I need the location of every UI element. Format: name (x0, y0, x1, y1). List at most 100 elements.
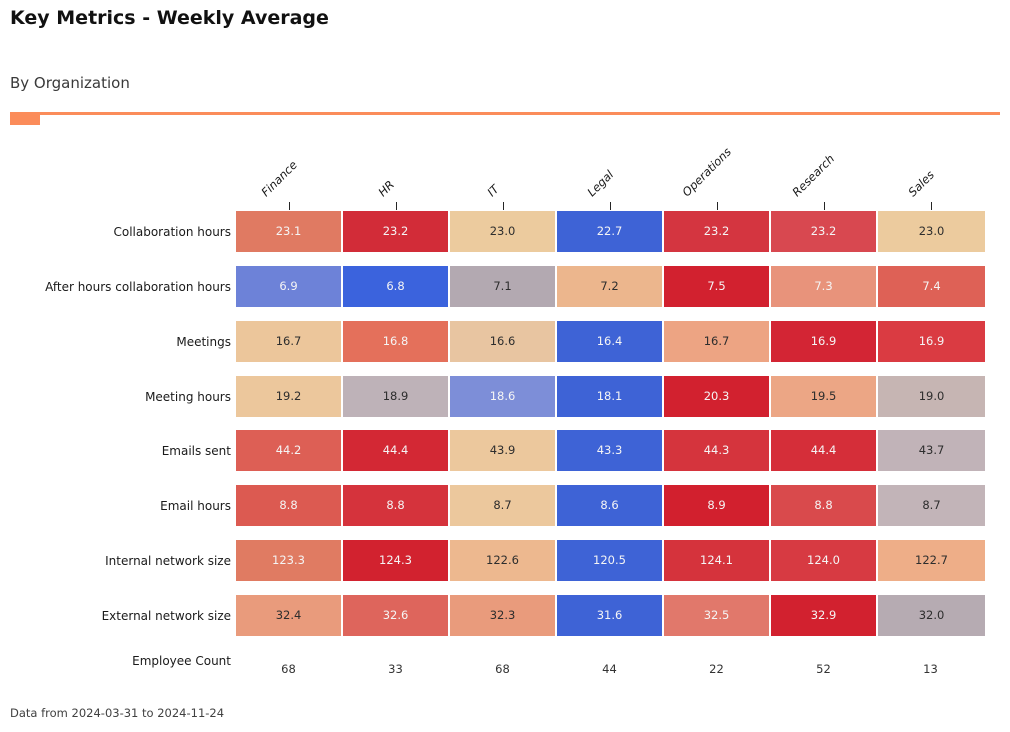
heatmap-cell: 43.9 (450, 430, 555, 471)
column-tick (930, 202, 933, 210)
column-tick (502, 202, 505, 210)
cell-value: 43.7 (918, 443, 945, 457)
heatmap-cell: 18.6 (450, 376, 555, 417)
heatmap-cell: 7.4 (878, 266, 985, 307)
heatmap-cell: 8.7 (450, 485, 555, 526)
heatmap-cell: 19.2 (236, 376, 341, 417)
row-label: Meetings (176, 334, 231, 349)
row-label: External network size (101, 608, 231, 623)
cell-value: 18.1 (596, 389, 623, 403)
heatmap-cell: 8.6 (557, 485, 662, 526)
column-tick (609, 202, 612, 210)
heatmap-cell: 8.8 (236, 485, 341, 526)
heatmap-cell: 8.9 (664, 485, 769, 526)
heatmap-cell: 44.4 (771, 430, 876, 471)
cell-value: 120.5 (593, 553, 626, 567)
heatmap-cell: 7.3 (771, 266, 876, 307)
heatmap-cell: 16.7 (664, 321, 769, 362)
cell-value: 7.5 (707, 279, 726, 293)
cell-value: 23.2 (382, 224, 409, 238)
cell-value: 123.3 (272, 553, 305, 567)
cell-value: 7.1 (493, 279, 512, 293)
cell-value: 19.2 (275, 389, 302, 403)
cell-value: 16.6 (489, 334, 516, 348)
heatmap-cell: 23.0 (878, 211, 985, 252)
column-header-sales: Sales (904, 167, 937, 200)
cell-value: 44.4 (810, 443, 837, 457)
cell-value: 44.2 (275, 443, 302, 457)
cell-value: 8.8 (814, 498, 833, 512)
cell-value: 7.2 (600, 279, 619, 293)
heatmap-cell: 22.7 (557, 211, 662, 252)
heatmap-cell: 19.0 (878, 376, 985, 417)
cell-value: 22.7 (596, 224, 623, 238)
heatmap-cell: 122.7 (878, 540, 985, 581)
cell-value: 124.1 (700, 553, 733, 567)
heatmap-cell: 120.5 (557, 540, 662, 581)
accent-divider-block (10, 112, 40, 125)
heatmap-cell: 7.5 (664, 266, 769, 307)
heatmap-cell: 19.5 (771, 376, 876, 417)
heatmap-cell: 124.3 (343, 540, 448, 581)
heatmap-cell: 43.3 (557, 430, 662, 471)
cell-value: 23.2 (703, 224, 730, 238)
heatmap-cell: 43.7 (878, 430, 985, 471)
row-label: After hours collaboration hours (45, 279, 231, 294)
heatmap-cell: 6.8 (343, 266, 448, 307)
heatmap-cell: 122.6 (450, 540, 555, 581)
heatmap-cell: 23.2 (664, 211, 769, 252)
heatmap-cell: 123.3 (236, 540, 341, 581)
column-header-operations: Operations (679, 144, 735, 200)
row-label: Emails sent (161, 443, 231, 458)
heatmap-cell: 16.7 (236, 321, 341, 362)
heatmap-cell: 23.2 (771, 211, 876, 252)
column-tick (823, 202, 826, 210)
column-header-hr: HR (374, 177, 397, 200)
column-header-it: IT (484, 182, 502, 200)
column-header-finance: Finance (258, 157, 300, 200)
heatmap-cell: 20.3 (664, 376, 769, 417)
heatmap-cell: 124.0 (771, 540, 876, 581)
heatmap-cell: 31.6 (557, 595, 662, 636)
heatmap-cell: 124.1 (664, 540, 769, 581)
employee-count-value: 22 (709, 662, 724, 676)
cell-value: 31.6 (596, 608, 623, 622)
cell-value: 43.3 (596, 443, 623, 457)
heatmap-cell: 8.7 (878, 485, 985, 526)
cell-value: 44.4 (382, 443, 409, 457)
cell-value: 16.8 (382, 334, 409, 348)
cell-value: 7.3 (814, 279, 833, 293)
row-label: Internal network size (105, 553, 231, 568)
column-tick (288, 202, 291, 210)
cell-value: 23.0 (489, 224, 516, 238)
cell-value: 23.2 (810, 224, 837, 238)
heatmap-cell: 18.1 (557, 376, 662, 417)
cell-value: 32.3 (489, 608, 516, 622)
cell-value: 18.9 (382, 389, 409, 403)
heatmap-cell: 44.2 (236, 430, 341, 471)
employee-count-value: 68 (281, 662, 296, 676)
chart-subtitle: By Organization (10, 74, 130, 92)
cell-value: 32.5 (703, 608, 730, 622)
cell-value: 32.0 (918, 608, 945, 622)
cell-value: 43.9 (489, 443, 516, 457)
cell-value: 32.6 (382, 608, 409, 622)
cell-value: 44.3 (703, 443, 730, 457)
cell-value: 23.1 (275, 224, 302, 238)
cell-value: 122.6 (486, 553, 519, 567)
heatmap-cell: 16.9 (771, 321, 876, 362)
heatmap-cell: 7.1 (450, 266, 555, 307)
cell-value: 8.8 (386, 498, 405, 512)
heatmap-cell: 23.2 (343, 211, 448, 252)
heatmap-cell: 44.3 (664, 430, 769, 471)
heatmap-cell: 32.5 (664, 595, 769, 636)
employee-count-value: 44 (602, 662, 617, 676)
heatmap-cell: 8.8 (343, 485, 448, 526)
cell-value: 8.7 (493, 498, 512, 512)
cell-value: 32.4 (275, 608, 302, 622)
cell-value: 8.9 (707, 498, 726, 512)
cell-value: 23.0 (918, 224, 945, 238)
heatmap-cell: 32.4 (236, 595, 341, 636)
cell-value: 32.9 (810, 608, 837, 622)
accent-divider-line (10, 112, 1000, 115)
